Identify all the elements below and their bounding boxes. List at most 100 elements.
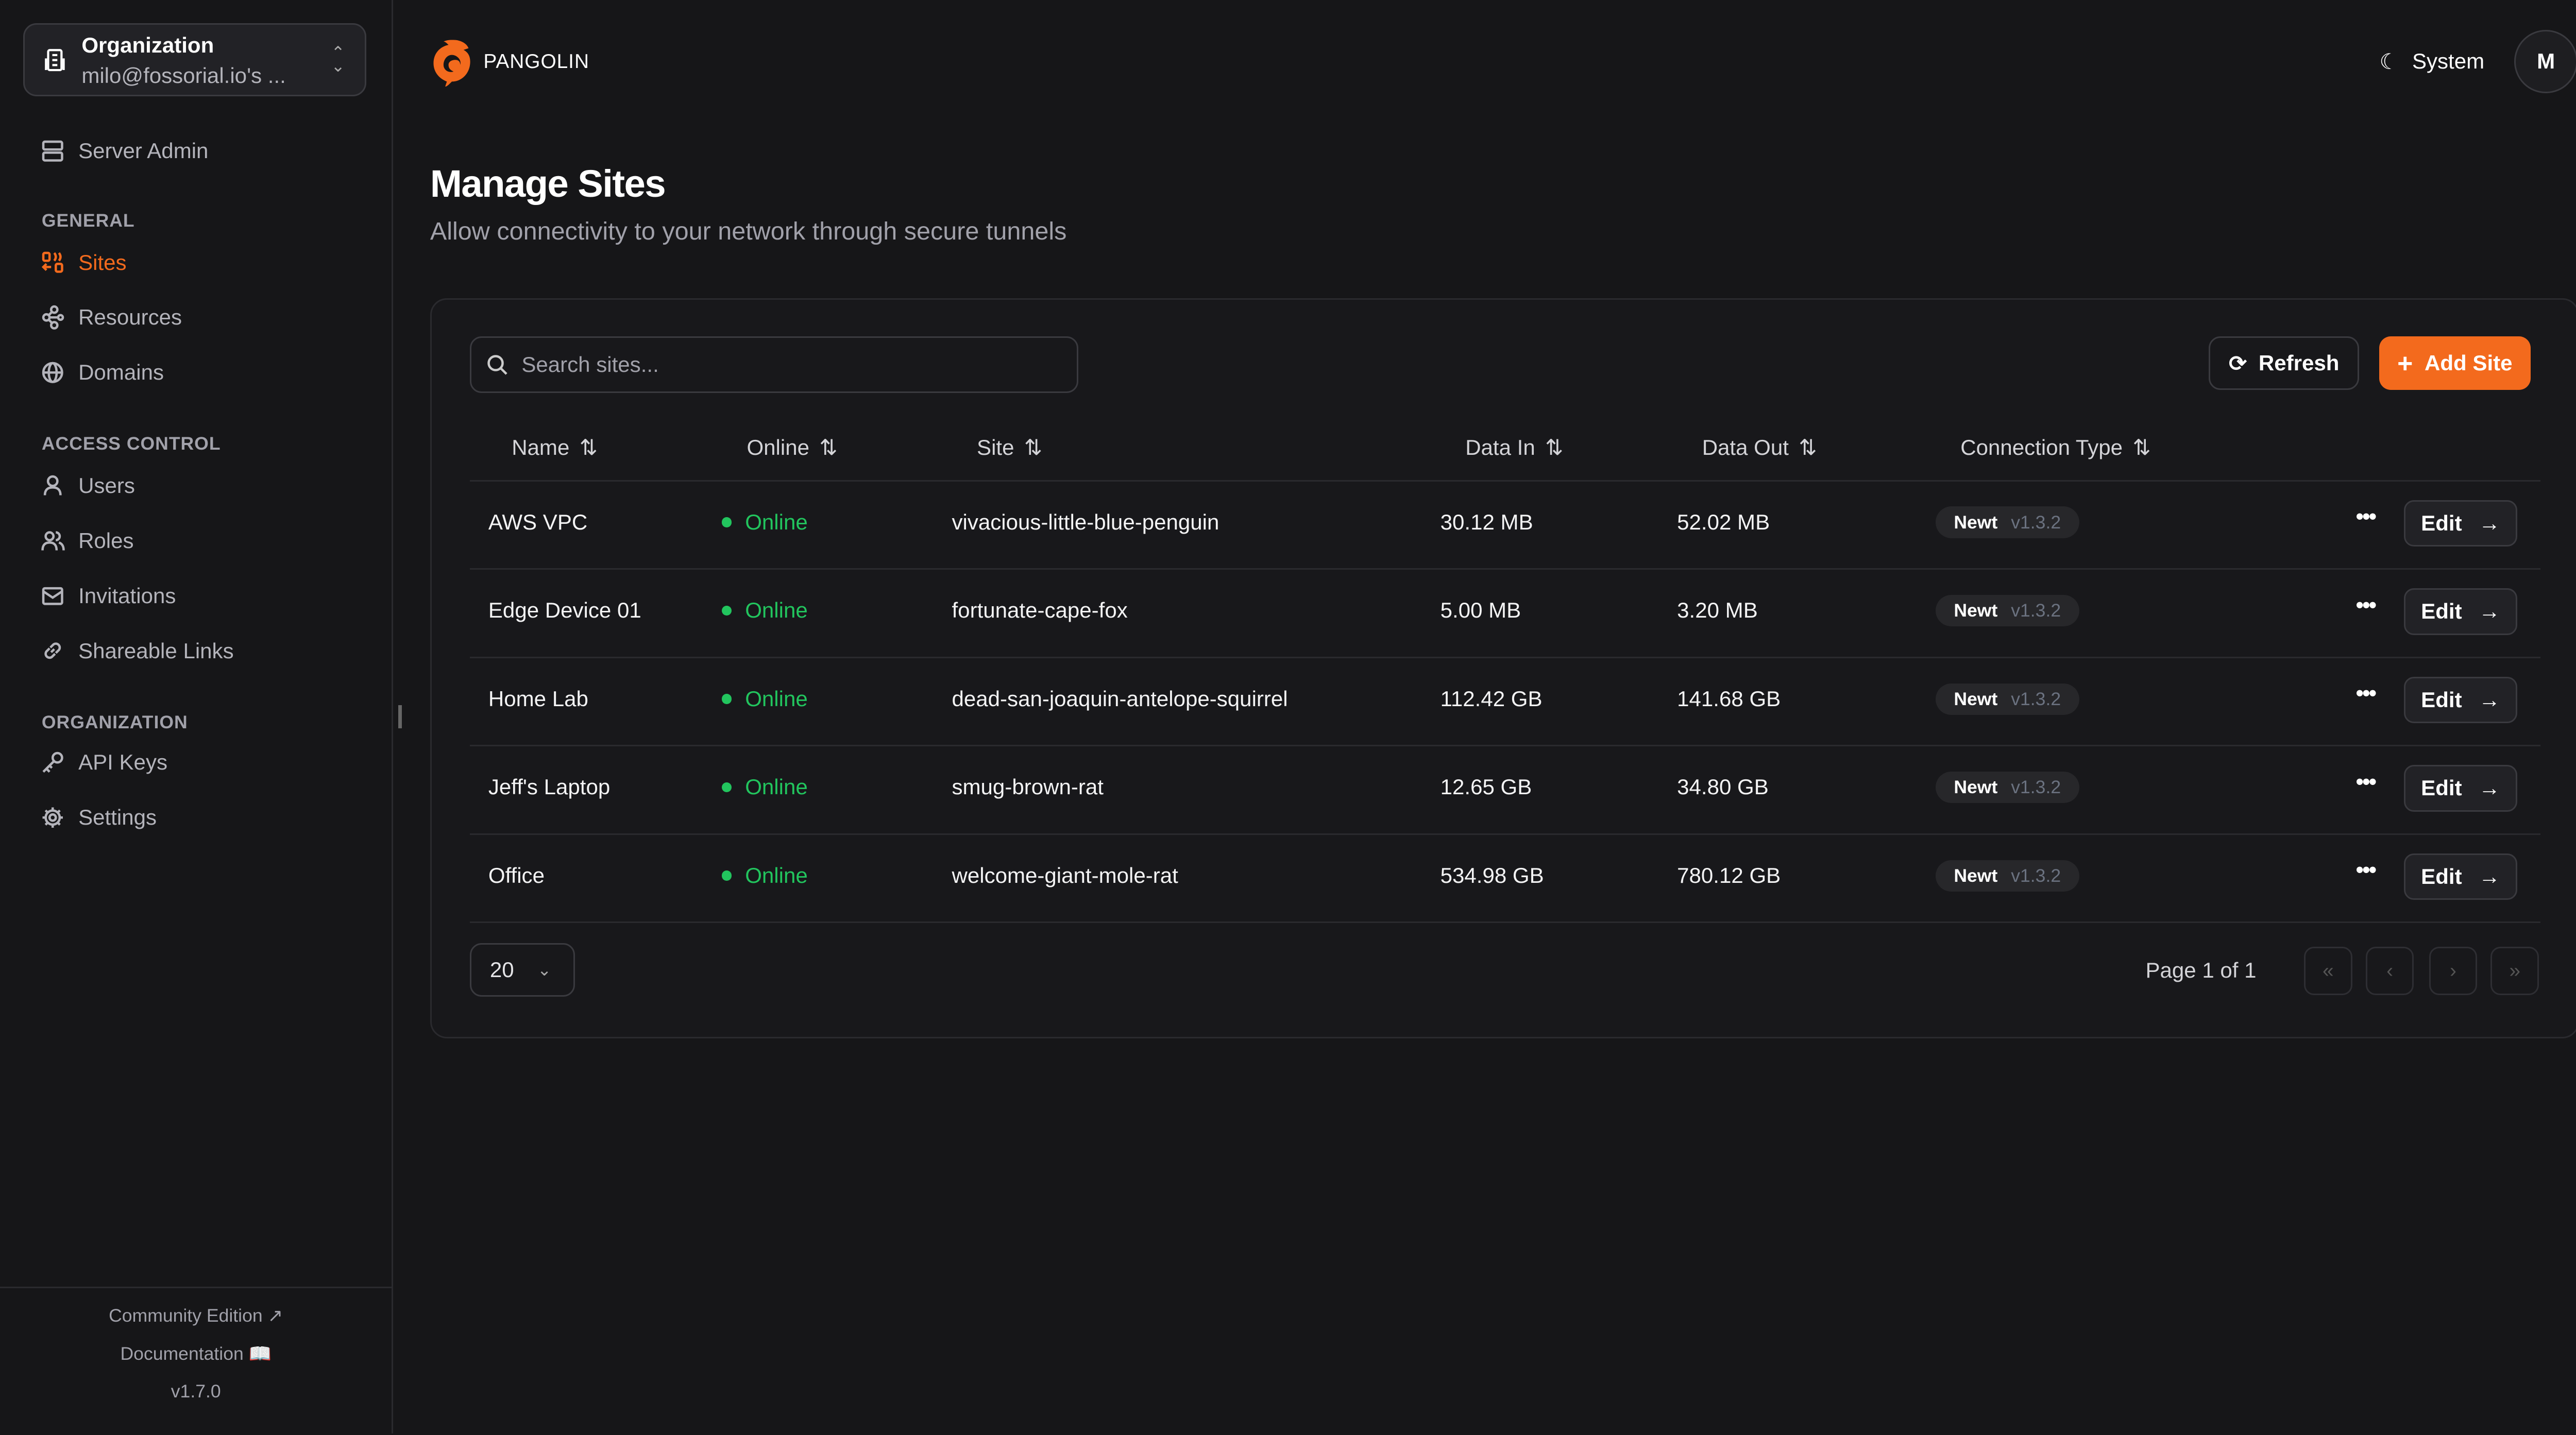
more-actions-icon[interactable]: ••• bbox=[2355, 680, 2377, 707]
key-icon bbox=[42, 751, 63, 773]
last-page-button[interactable]: » bbox=[2490, 946, 2539, 995]
sites-icon bbox=[41, 252, 63, 274]
brand-name: PANGOLIN bbox=[483, 50, 589, 73]
site-id: dead-san-joaquin-antelope-squirrel bbox=[952, 686, 1288, 711]
data-in: 5.00 MB bbox=[1440, 598, 1521, 623]
search-placeholder: Search sites... bbox=[521, 352, 659, 377]
edit-button[interactable]: Edit → bbox=[2404, 765, 2518, 812]
add-site-button[interactable]: + Add Site bbox=[2379, 336, 2531, 390]
more-actions-icon[interactable]: ••• bbox=[2355, 503, 2377, 530]
table-row: Home Lab Online dead-san-joaquin-antelop… bbox=[470, 657, 2541, 747]
more-actions-icon[interactable]: ••• bbox=[2355, 857, 2377, 883]
status-dot bbox=[721, 694, 732, 704]
table-header: Name ⇅ Online ⇅ Site ⇅ Data In ⇅ Data Out ⇅ C… bbox=[470, 433, 2541, 482]
next-page-button[interactable]: › bbox=[2429, 946, 2478, 995]
theme-toggle[interactable]: ☾ System bbox=[2379, 49, 2484, 74]
page-title: Manage Sites bbox=[430, 162, 666, 205]
site-name: Jeff's Laptop bbox=[488, 775, 611, 799]
connection-type-badge: Newt v1.3.2 bbox=[1935, 860, 2079, 892]
sidebar-item-users[interactable]: Users bbox=[40, 473, 135, 499]
site-id: fortunate-cape-fox bbox=[952, 598, 1128, 623]
sidebar-item-resources[interactable]: Resources bbox=[40, 305, 182, 330]
sidebar-item-api-keys[interactable]: API Keys bbox=[40, 750, 167, 775]
data-out: 141.68 GB bbox=[1677, 686, 1781, 711]
sort-icon: ⇅ bbox=[1024, 435, 1043, 460]
sites-card: Search sites... ⟳ Refresh + Add Site Name ⇅… bbox=[430, 298, 2576, 1038]
column-connection-type[interactable]: Connection Type ⇅ bbox=[1960, 435, 2151, 460]
arrow-right-icon: → bbox=[2478, 510, 2500, 535]
server-icon bbox=[42, 140, 63, 162]
prev-page-button[interactable]: ‹ bbox=[2365, 946, 2414, 995]
site-id: welcome-giant-mole-rat bbox=[952, 863, 1178, 887]
sidebar-item-invitations[interactable]: Invitations bbox=[40, 584, 176, 609]
avatar[interactable]: M bbox=[2514, 30, 2576, 93]
brand-logo[interactable]: PANGOLIN bbox=[430, 37, 589, 87]
column-site[interactable]: Site ⇅ bbox=[977, 435, 1043, 460]
more-actions-icon[interactable]: ••• bbox=[2355, 591, 2377, 618]
sidebar-item-label: Users bbox=[78, 473, 135, 498]
moon-icon: ☾ bbox=[2379, 49, 2399, 74]
status-dot bbox=[721, 605, 732, 616]
data-in: 112.42 GB bbox=[1440, 686, 1543, 711]
column-name[interactable]: Name ⇅ bbox=[512, 435, 598, 460]
gear-icon bbox=[42, 807, 63, 828]
table-row: Office Online welcome-giant-mole-rat 534… bbox=[470, 833, 2541, 924]
connection-type-badge: Newt v1.3.2 bbox=[1935, 506, 2079, 538]
column-online[interactable]: Online ⇅ bbox=[747, 435, 838, 460]
page-subtitle: Allow connectivity to your network throu… bbox=[430, 217, 1067, 245]
sidebar-item-label: Settings bbox=[78, 805, 157, 830]
status-dot bbox=[721, 782, 732, 793]
table-row: AWS VPC Online vivacious-little-blue-pen… bbox=[470, 480, 2541, 570]
refresh-button[interactable]: ⟳ Refresh bbox=[2209, 336, 2360, 390]
users-icon bbox=[41, 531, 65, 551]
data-in: 30.12 MB bbox=[1440, 509, 1533, 534]
sidebar-item-server-admin[interactable]: Server Admin bbox=[40, 138, 209, 164]
chevrons-up-down-icon: ⌃ ⌄ bbox=[331, 43, 345, 76]
pangolin-logo-icon bbox=[433, 40, 470, 87]
status-online: Online bbox=[721, 863, 808, 888]
status-online: Online bbox=[721, 775, 808, 799]
sidebar-item-label: Resources bbox=[78, 305, 182, 330]
mail-icon bbox=[42, 587, 63, 605]
edit-button[interactable]: Edit → bbox=[2404, 676, 2518, 724]
refresh-icon: ⟳ bbox=[2229, 351, 2247, 375]
org-label: Organization bbox=[81, 33, 214, 58]
status-online: Online bbox=[721, 598, 808, 623]
column-data-out[interactable]: Data Out ⇅ bbox=[1702, 435, 1817, 460]
sort-icon: ⇅ bbox=[1799, 435, 1817, 460]
search-input[interactable]: Search sites... bbox=[470, 336, 1078, 393]
external-link-icon: ↗ bbox=[267, 1305, 283, 1326]
first-page-button[interactable]: « bbox=[2303, 946, 2352, 995]
edit-button[interactable]: Edit → bbox=[2404, 588, 2518, 635]
sidebar-item-roles[interactable]: Roles bbox=[40, 528, 134, 554]
community-edition-link[interactable]: Community Edition ↗ bbox=[109, 1305, 283, 1326]
connection-type-badge: Newt v1.3.2 bbox=[1935, 683, 2079, 715]
data-out: 780.12 GB bbox=[1677, 863, 1781, 887]
sort-icon: ⇅ bbox=[819, 435, 838, 460]
globe-icon bbox=[42, 362, 63, 383]
site-name: Edge Device 01 bbox=[488, 598, 641, 623]
site-name: Home Lab bbox=[488, 686, 588, 711]
column-data-in[interactable]: Data In ⇅ bbox=[1465, 435, 1564, 460]
data-out: 34.80 GB bbox=[1677, 775, 1769, 799]
sidebar-footer: Community Edition ↗ Documentation 📖 v1.7… bbox=[0, 1287, 392, 1435]
sidebar-item-shareable-links[interactable]: Shareable Links bbox=[40, 638, 234, 663]
status-online: Online bbox=[721, 687, 808, 711]
sort-icon: ⇅ bbox=[2132, 435, 2151, 460]
sidebar-item-domains[interactable]: Domains bbox=[40, 360, 164, 385]
sidebar-item-settings[interactable]: Settings bbox=[40, 805, 157, 830]
edit-button[interactable]: Edit → bbox=[2404, 853, 2518, 900]
page-size-select[interactable]: 20 ⌄ bbox=[470, 943, 575, 997]
documentation-link[interactable]: Documentation 📖 bbox=[120, 1343, 272, 1364]
sidebar-item-sites[interactable]: Sites bbox=[40, 250, 127, 275]
edit-button[interactable]: Edit → bbox=[2404, 500, 2518, 547]
sidebar-item-label: Server Admin bbox=[78, 138, 209, 163]
table-row: Edge Device 01 Online fortunate-cape-fox… bbox=[470, 568, 2541, 658]
table-row: Jeff's Laptop Online smug-brown-rat 12.6… bbox=[470, 745, 2541, 835]
sidebar-resize-handle[interactable] bbox=[398, 705, 402, 729]
more-actions-icon[interactable]: ••• bbox=[2355, 768, 2377, 795]
arrow-right-icon: → bbox=[2478, 864, 2500, 889]
org-switcher[interactable]: Organization milo@fossorial.io's ... ⌃ ⌄ bbox=[23, 23, 367, 97]
site-id: vivacious-little-blue-penguin bbox=[952, 509, 1219, 534]
sidebar-item-label: Roles bbox=[78, 528, 134, 553]
